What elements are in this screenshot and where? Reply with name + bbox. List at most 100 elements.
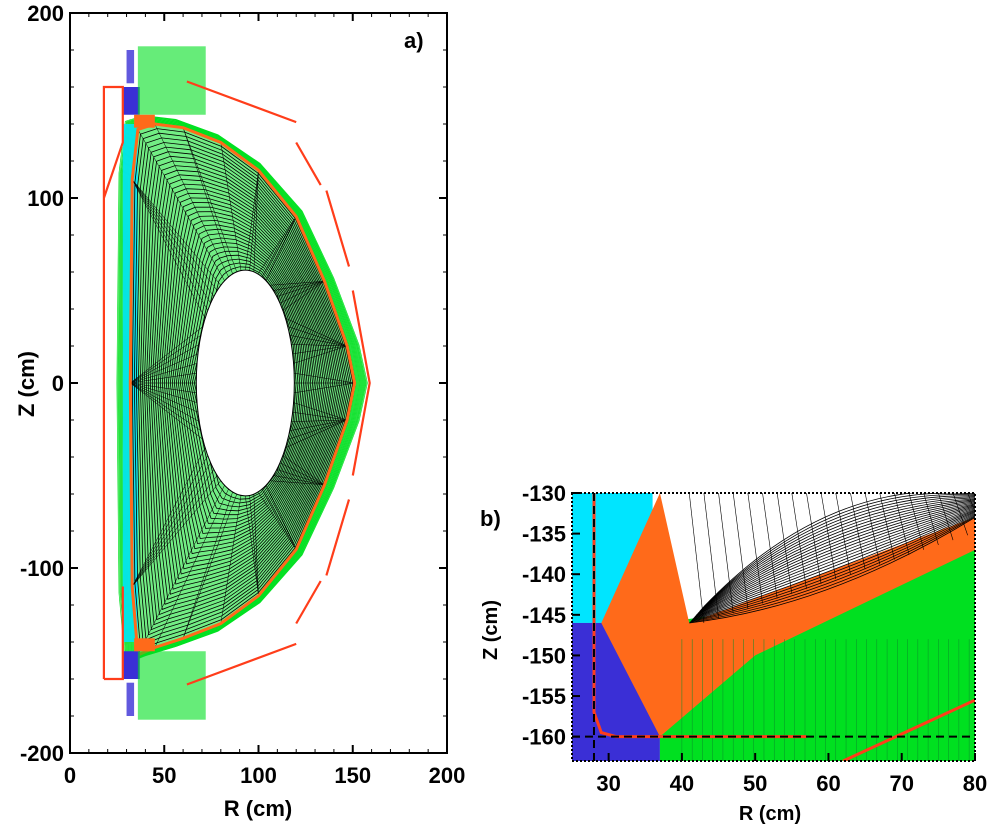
core-radial-line	[291, 344, 348, 347]
core-radial-line	[864, 493, 881, 565]
panel-b-xtick-label: 70	[889, 771, 913, 796]
separatrix	[128, 122, 357, 658]
core-radial-line	[220, 495, 242, 624]
core-flux-line	[698, 501, 975, 613]
core-radial-line	[253, 494, 259, 596]
panel-b-ytick-label: -160	[522, 725, 566, 750]
core-radial-line	[282, 281, 325, 311]
core-radial-line	[130, 372, 197, 384]
core-flux-surface	[187, 254, 303, 512]
panel-b-ytick-label: -150	[522, 643, 566, 668]
core-radial-line	[137, 129, 225, 281]
core-radial-line	[287, 326, 348, 347]
core-flux-surface	[179, 237, 310, 529]
core-flux-line	[689, 517, 975, 624]
core-radial-line	[182, 127, 233, 275]
core-flux-line	[694, 507, 975, 617]
core-flux-line	[698, 500, 975, 613]
core-flux-surface	[161, 197, 326, 575]
core-radial-line	[820, 493, 837, 580]
core-radial-line	[879, 493, 895, 560]
wall-segment	[295, 580, 322, 625]
wall-segment	[325, 190, 351, 267]
panel-b-xtick-label: 80	[963, 771, 987, 796]
panel-b-frame	[571, 492, 976, 762]
core-radial-line	[257, 216, 297, 275]
core-radial-line	[279, 281, 325, 304]
panel-a-wall	[102, 80, 371, 686]
core-radial-line	[850, 493, 866, 570]
panel-a-xlabel: R (cm)	[224, 796, 292, 821]
core-radial-line	[292, 345, 348, 355]
core-radial-line	[908, 493, 924, 550]
panel-b: 30 40 50 60 70 80 -130 -135 -140 -145 -150 -155 -16…	[480, 481, 987, 825]
core-radial-line	[292, 411, 348, 421]
core-flux-surface	[193, 266, 297, 500]
core-flux-surface	[143, 155, 343, 621]
core-radial-line	[835, 493, 851, 575]
core-flux-surface	[163, 202, 325, 570]
core-flux-surface	[181, 242, 308, 524]
core-radial-line	[130, 382, 199, 413]
core-flux-surface	[139, 146, 346, 631]
divertor-leg-bottom	[126, 682, 135, 716]
panel-b-label: b)	[480, 506, 501, 531]
panel-b-ytick-label: -130	[522, 481, 566, 506]
divertor-sol-bottom	[137, 651, 206, 720]
panel-a-xtick-label: 50	[152, 763, 176, 788]
core-flux-surface	[151, 174, 335, 600]
wall-segment	[102, 85, 124, 679]
panel-b-xtick-label: 40	[670, 771, 694, 796]
core-flux-surface	[147, 165, 339, 610]
pfr-region	[601, 493, 975, 737]
core-radial-line	[132, 179, 221, 286]
core-radial-line	[289, 335, 348, 347]
core-radial-line	[130, 344, 200, 384]
wall-segment	[186, 80, 297, 124]
panel-a-ytick-label: -100	[20, 556, 64, 581]
core-radial-line	[245, 170, 259, 271]
core-flux-line	[692, 512, 975, 621]
panel-b-mesh	[572, 493, 975, 761]
core-flux-surface	[173, 224, 315, 545]
core-radial-line	[182, 494, 238, 639]
core-flux-line	[699, 499, 975, 612]
core-radial-line	[938, 493, 954, 541]
core-radial-line	[269, 480, 325, 485]
core-radial-line	[130, 382, 197, 394]
core-flux-surface	[135, 137, 350, 641]
core-radial-line	[285, 419, 348, 448]
wall-segment	[103, 586, 124, 681]
panel-a-mesh	[116, 46, 368, 720]
core-flux-surface	[137, 142, 348, 636]
core-radial-line	[894, 493, 910, 555]
core-radial-line	[245, 495, 259, 596]
core-radial-line	[747, 493, 763, 604]
core-radial-line	[269, 281, 325, 286]
core-radial-line	[130, 335, 202, 384]
wall-segment	[325, 499, 351, 576]
core-radial-line	[273, 281, 325, 291]
core-radial-line	[261, 488, 297, 550]
core-radial-line	[688, 493, 705, 623]
core-radial-line	[718, 493, 734, 614]
core-flux-surface	[149, 169, 337, 605]
panel-a-yticks: 200 100 0 -100 -200	[20, 1, 447, 766]
core-radial-line	[776, 493, 793, 594]
core-flux-surface	[153, 178, 334, 595]
core-flux-line	[700, 497, 975, 611]
core-radial-line	[952, 493, 968, 536]
pfr-region-top	[134, 114, 155, 128]
panel-a-xtick-label: 150	[334, 763, 371, 788]
core-radial-line	[293, 345, 348, 364]
core-radial-line	[131, 179, 215, 297]
core-flux-line	[690, 515, 975, 623]
core-flux-surface	[177, 233, 312, 534]
core-flux-surface	[165, 206, 323, 565]
core-flux-line	[697, 503, 975, 615]
panel-a-xtick-label: 200	[429, 763, 466, 788]
core-radial-line	[137, 485, 225, 656]
core-radial-line	[273, 475, 325, 485]
panel-a-label: a)	[404, 28, 424, 53]
